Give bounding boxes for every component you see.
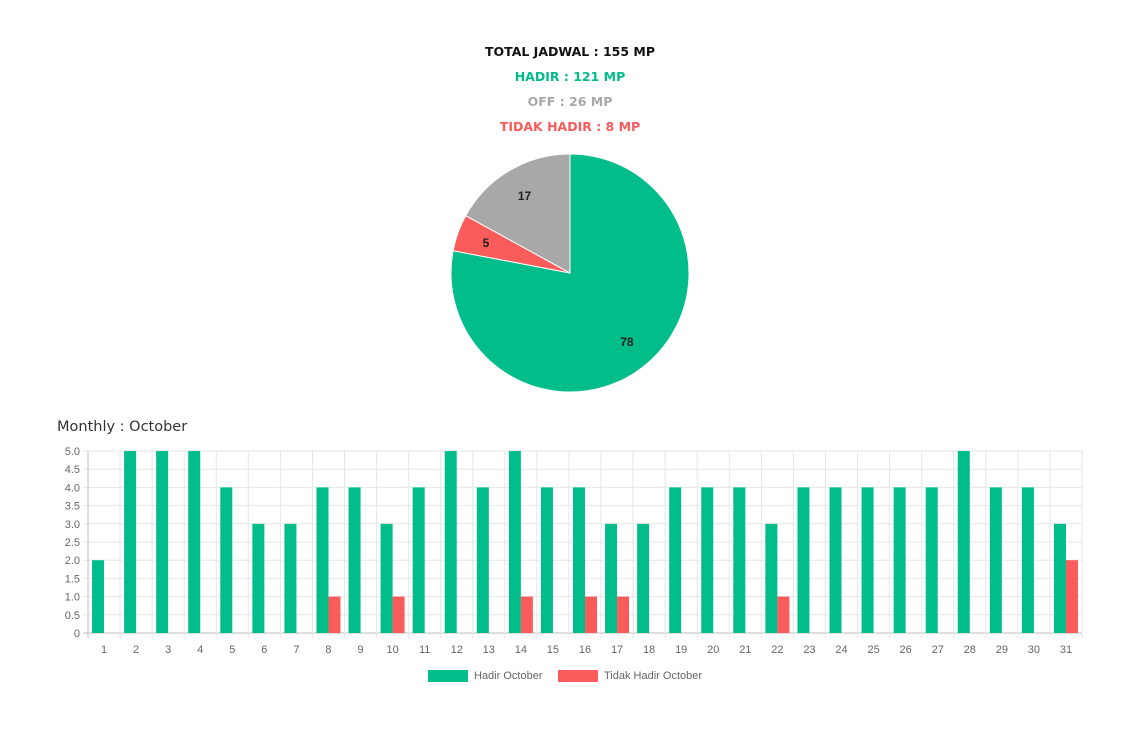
x-tick-label: 5 <box>229 644 235 656</box>
x-tick-label: 16 <box>579 644 591 656</box>
bar-hadir[interactable] <box>637 523 650 633</box>
x-tick-label: 4 <box>197 644 203 656</box>
bar-hadir[interactable] <box>733 487 746 633</box>
monthly-bar-chart: 00.51.01.52.02.53.03.54.04.55.01 2 3 4 5 6 7 8 9… <box>65 446 1083 656</box>
x-tick-label: 21 <box>739 644 751 656</box>
x-tick-label: 22 <box>771 644 783 656</box>
bar-hadir[interactable] <box>220 487 233 633</box>
x-tick-label: 26 <box>900 644 912 656</box>
bar-hadir[interactable] <box>573 487 585 633</box>
bar-hadir[interactable] <box>765 523 778 633</box>
x-tick-label: 8 <box>325 644 331 656</box>
y-tick-label: 0.5 <box>65 610 80 622</box>
x-tick-label: 14 <box>515 644 527 656</box>
pie-label-tidak-hadir: 5 <box>483 236 490 250</box>
bar-hadir[interactable] <box>124 451 137 633</box>
bar-hadir[interactable] <box>701 487 714 633</box>
pie-label-off: 17 <box>518 189 532 203</box>
x-tick-label: 23 <box>803 644 815 656</box>
bar-hadir[interactable] <box>861 487 874 633</box>
legend-item-hadir[interactable]: Hadir October <box>428 670 542 682</box>
bar-tidak-hadir[interactable] <box>392 596 405 633</box>
bar-hadir[interactable] <box>252 523 265 633</box>
bar-hadir[interactable] <box>829 487 842 633</box>
bar-tidak-hadir[interactable] <box>1065 560 1078 633</box>
x-tick-label: 11 <box>419 644 430 656</box>
x-tick-label: 25 <box>867 644 879 656</box>
y-tick-label: 4.0 <box>65 482 80 494</box>
x-tick-label: 29 <box>996 644 1008 656</box>
summary-hadir: HADIR : 121 MP <box>514 69 626 84</box>
x-tick-label: 7 <box>293 644 299 656</box>
legend-label-tidak-hadir: Tidak Hadir October <box>604 670 703 682</box>
x-tick-label: 19 <box>675 644 687 656</box>
bar-hadir[interactable] <box>92 560 105 633</box>
bar-hadir[interactable] <box>1021 487 1034 633</box>
bar-hadir[interactable] <box>188 451 201 633</box>
bar-hadir[interactable] <box>348 487 361 633</box>
bar-hadir[interactable] <box>989 487 1002 633</box>
summary-off: OFF : 26 MP <box>527 94 613 109</box>
bar-hadir[interactable] <box>1053 523 1066 633</box>
bar-hadir[interactable] <box>797 487 810 633</box>
summary-tidak-hadir: TIDAK HADIR : 8 MP <box>499 119 641 134</box>
monthly-chart-title: Monthly : October <box>57 419 188 435</box>
x-tick-label: 12 <box>451 644 463 656</box>
y-tick-label: 1.5 <box>65 573 80 585</box>
bar-tidak-hadir[interactable] <box>328 596 341 633</box>
x-tick-label: 10 <box>386 644 398 656</box>
bar-hadir[interactable] <box>316 487 329 633</box>
bar-hadir[interactable] <box>380 523 393 633</box>
summary-total: TOTAL JADWAL : 155 MP <box>484 44 655 59</box>
bar-hadir[interactable] <box>893 487 906 633</box>
bar-hadir[interactable] <box>156 451 169 633</box>
bar-hadir[interactable] <box>957 451 970 633</box>
bar-hadir[interactable] <box>412 487 425 633</box>
legend-swatch-hadir <box>428 670 468 682</box>
x-tick-label: 15 <box>547 644 559 656</box>
x-tick-label: 6 <box>261 644 267 656</box>
x-tick-label: 20 <box>707 644 719 656</box>
bar-hadir[interactable] <box>669 487 682 633</box>
x-tick-label: 18 <box>643 644 655 656</box>
x-tick-label: 17 <box>611 644 623 656</box>
y-tick-label: 1.0 <box>65 592 80 604</box>
bar-hadir[interactable] <box>444 451 457 633</box>
bar-tidak-hadir[interactable] <box>617 596 630 633</box>
x-tick-label: 27 <box>932 644 944 656</box>
bar-hadir[interactable] <box>476 487 489 633</box>
y-tick-label: 5.0 <box>65 446 80 458</box>
pie-slice-off[interactable] <box>465 153 571 274</box>
bar-hadir[interactable] <box>605 523 618 633</box>
y-tick-label: 2.0 <box>65 555 80 567</box>
y-tick-label: 3.5 <box>65 501 80 513</box>
pie-label-hadir: 78 <box>620 335 634 349</box>
bar-tidak-hadir[interactable] <box>585 596 597 633</box>
x-tick-label: 13 <box>483 644 495 656</box>
legend-label-hadir: Hadir October <box>474 670 543 682</box>
x-tick-label: 24 <box>835 644 847 656</box>
y-tick-label: 0 <box>74 628 80 640</box>
y-tick-label: 2.5 <box>65 537 80 549</box>
bar-hadir[interactable] <box>925 487 938 633</box>
x-tick-label: 9 <box>357 644 363 656</box>
x-tick-label: 31 <box>1060 644 1072 656</box>
x-tick-label: 2 <box>133 644 139 656</box>
bar-hadir[interactable] <box>284 523 297 633</box>
x-tick-label: 1 <box>101 644 107 656</box>
y-tick-label: 3.0 <box>65 519 80 531</box>
bar-hadir[interactable] <box>540 487 553 633</box>
x-tick-label: 3 <box>165 644 171 656</box>
x-tick-label: 30 <box>1028 644 1040 656</box>
legend-item-tidak-hadir[interactable]: Tidak Hadir October <box>558 670 702 682</box>
x-tick-label: 28 <box>964 644 976 656</box>
y-tick-label: 4.5 <box>65 464 80 476</box>
bar-tidak-hadir[interactable] <box>520 596 533 633</box>
attendance-pie-chart: 78 5 17 <box>450 153 690 393</box>
legend-swatch-tidak-hadir <box>558 670 598 682</box>
bar-hadir[interactable] <box>508 451 521 633</box>
bar-tidak-hadir[interactable] <box>777 596 790 633</box>
